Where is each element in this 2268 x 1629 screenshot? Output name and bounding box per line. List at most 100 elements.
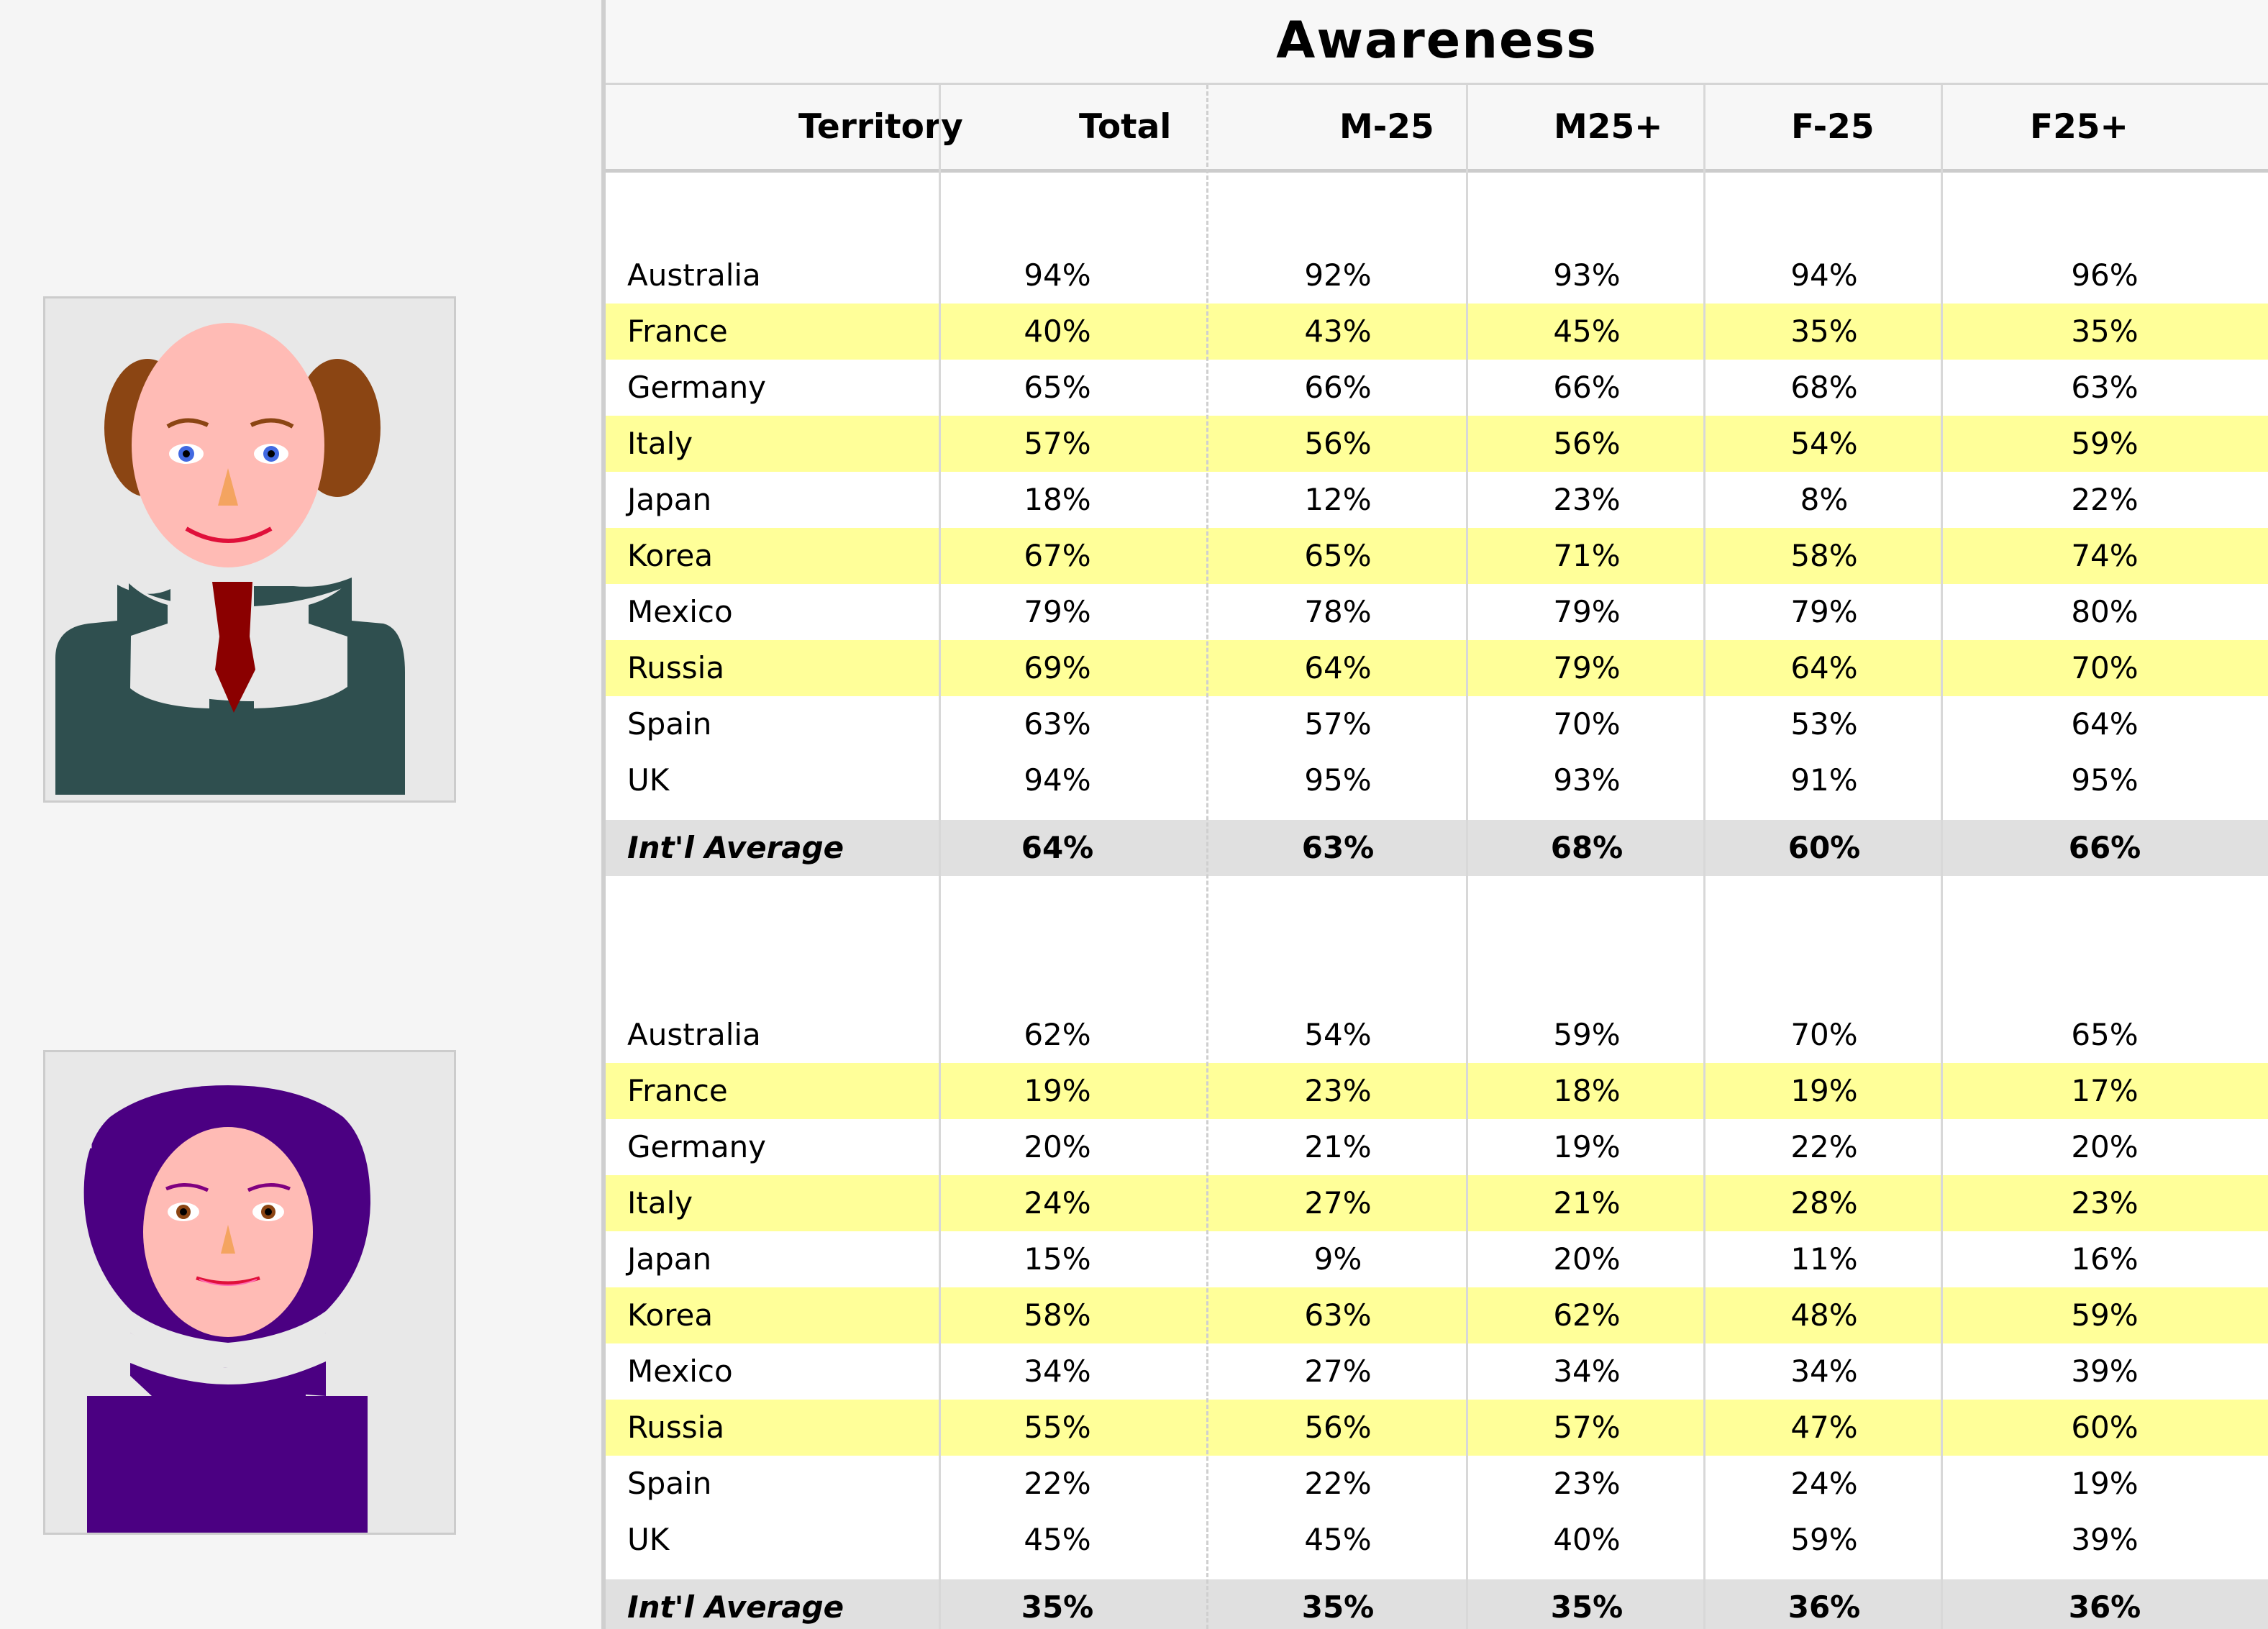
m-over25-cell: 23% [1553, 482, 1621, 517]
column-separator [1941, 85, 1943, 1629]
f-under25-cell: 54% [1790, 426, 1858, 461]
m-under25-cell: 65% [1304, 538, 1372, 573]
m-over25-cell: 23% [1553, 1466, 1621, 1501]
table-row: UK 94% 95% 93% 91% 95% [606, 752, 2268, 808]
f-over25-cell: 95% [2071, 762, 2139, 798]
territory-cell: Australia [627, 257, 761, 293]
territory-cell: Mexico [627, 1354, 733, 1389]
m-under25-cell: 78% [1304, 594, 1372, 629]
row-highlight [606, 416, 2268, 472]
m-under25-cell: 57% [1304, 706, 1372, 742]
territory-cell: Germany [627, 370, 767, 405]
f-under25-cell: 24% [1790, 1466, 1858, 1501]
m-under25-cell: 63% [1304, 1297, 1372, 1333]
m-under25-cell: 66% [1304, 370, 1372, 405]
header-m-over25: M25+ [1554, 107, 1663, 147]
average-band [606, 820, 2268, 876]
f-over25-cell: 35% [2071, 314, 2139, 349]
m-under25-cell: 95% [1304, 762, 1372, 798]
territory-cell: UK [627, 1522, 670, 1557]
f-under25-cell: 11% [1790, 1241, 1858, 1277]
total-cell: 45% [1024, 1522, 1091, 1557]
territory-cell: UK [627, 762, 670, 798]
panel-divider [601, 0, 606, 1629]
territory-cell: Spain [627, 1466, 712, 1501]
awareness-table: Awareness Territory Total M-25 M25+ F-25… [606, 0, 2268, 1629]
table-row: Korea 67% 65% 71% 58% 74% [606, 528, 2268, 584]
total-cell: 24% [1024, 1185, 1091, 1220]
table-row: France 40% 43% 45% 35% 35% [606, 304, 2268, 360]
total-cell: 22% [1024, 1466, 1091, 1501]
f-under25-cell: 47% [1790, 1410, 1858, 1445]
m-under25-cell: 27% [1304, 1185, 1372, 1220]
total-cell: 18% [1024, 482, 1091, 517]
total-cell: 20% [1024, 1129, 1091, 1164]
f-under25-cell: 34% [1790, 1354, 1858, 1389]
column-separator [1466, 85, 1468, 1629]
territory-cell: Korea [627, 1297, 714, 1333]
f-over25-cell: 59% [2071, 426, 2139, 461]
f-under25-cell: 19% [1790, 1073, 1858, 1108]
total-cell: 15% [1024, 1241, 1091, 1277]
row-highlight [606, 1175, 2268, 1231]
f-under25-cell: 79% [1790, 594, 1858, 629]
m-over25-cell: 56% [1553, 426, 1621, 461]
table-row: Mexico 34% 27% 34% 34% 39% [606, 1343, 2268, 1400]
table-row: Spain 22% 22% 23% 24% 19% [606, 1456, 2268, 1512]
title-bar: Awareness [606, 0, 2268, 85]
table-header: Territory Total M-25 M25+ F-25 F25+ [606, 85, 2268, 173]
table-row: France 19% 23% 18% 19% 17% [606, 1063, 2268, 1119]
total-cell: 67% [1024, 538, 1091, 573]
f-over25-cell: 64% [2071, 706, 2139, 742]
header-total: Total [1079, 107, 1172, 147]
m-over25-cell: 70% [1553, 706, 1621, 742]
territory-cell: France [627, 1073, 728, 1108]
m-under25-cell: 63% [1301, 830, 1375, 865]
f-under25-cell: 68% [1790, 370, 1858, 405]
header-territory: Territory [798, 107, 963, 147]
m-over25-cell: 93% [1553, 257, 1621, 293]
f-over25-cell: 39% [2071, 1522, 2139, 1557]
f-under25-cell: 22% [1790, 1129, 1858, 1164]
m-under25-cell: 64% [1304, 650, 1372, 685]
f-under25-cell: 94% [1790, 257, 1858, 293]
page-title: Awareness [1276, 11, 1598, 70]
f-under25-cell: 70% [1790, 1017, 1858, 1052]
territory-cell: Germany [627, 1129, 767, 1164]
m-over25-cell: 66% [1553, 370, 1621, 405]
m-under25-cell: 21% [1304, 1129, 1372, 1164]
m-over25-cell: 93% [1553, 762, 1621, 798]
f-over25-cell: 17% [2071, 1073, 2139, 1108]
territory-cell: Korea [627, 538, 714, 573]
f-over25-cell: 66% [2068, 830, 2141, 865]
total-cell: 55% [1024, 1410, 1091, 1445]
f-under25-cell: 28% [1790, 1185, 1858, 1220]
total-cell: 94% [1024, 762, 1091, 798]
f-over25-cell: 59% [2071, 1297, 2139, 1333]
total-cell: 63% [1024, 706, 1091, 742]
m-under25-cell: 56% [1304, 1410, 1372, 1445]
table-row: Mexico 79% 78% 79% 79% 80% [606, 584, 2268, 640]
m-over25-cell: 57% [1553, 1410, 1621, 1445]
m-over25-cell: 62% [1553, 1297, 1621, 1333]
m-over25-cell: 71% [1553, 538, 1621, 573]
m-over25-cell: 79% [1553, 594, 1621, 629]
table-row: Japan 18% 12% 23% 8% 22% [606, 472, 2268, 528]
m-over25-cell: 40% [1553, 1522, 1621, 1557]
total-cell: 58% [1024, 1297, 1091, 1333]
table-row: Japan 15% 9% 20% 11% 16% [606, 1231, 2268, 1287]
f-over25-cell: 20% [2071, 1129, 2139, 1164]
avatar-panel [0, 0, 601, 1629]
f-over25-cell: 39% [2071, 1354, 2139, 1389]
f-over25-cell: 36% [2068, 1589, 2141, 1625]
territory-cell: Italy [627, 1185, 693, 1220]
m-under25-cell: 56% [1304, 426, 1372, 461]
f-over25-cell: 70% [2071, 650, 2139, 685]
m-under25-cell: 45% [1304, 1522, 1372, 1557]
m-under25-cell: 54% [1304, 1017, 1372, 1052]
total-cell: 34% [1024, 1354, 1091, 1389]
territory-cell: Int'l Average [627, 830, 844, 865]
territory-cell: Japan [627, 482, 712, 517]
m-over25-cell: 19% [1553, 1129, 1621, 1164]
f-under25-cell: 59% [1790, 1522, 1858, 1557]
